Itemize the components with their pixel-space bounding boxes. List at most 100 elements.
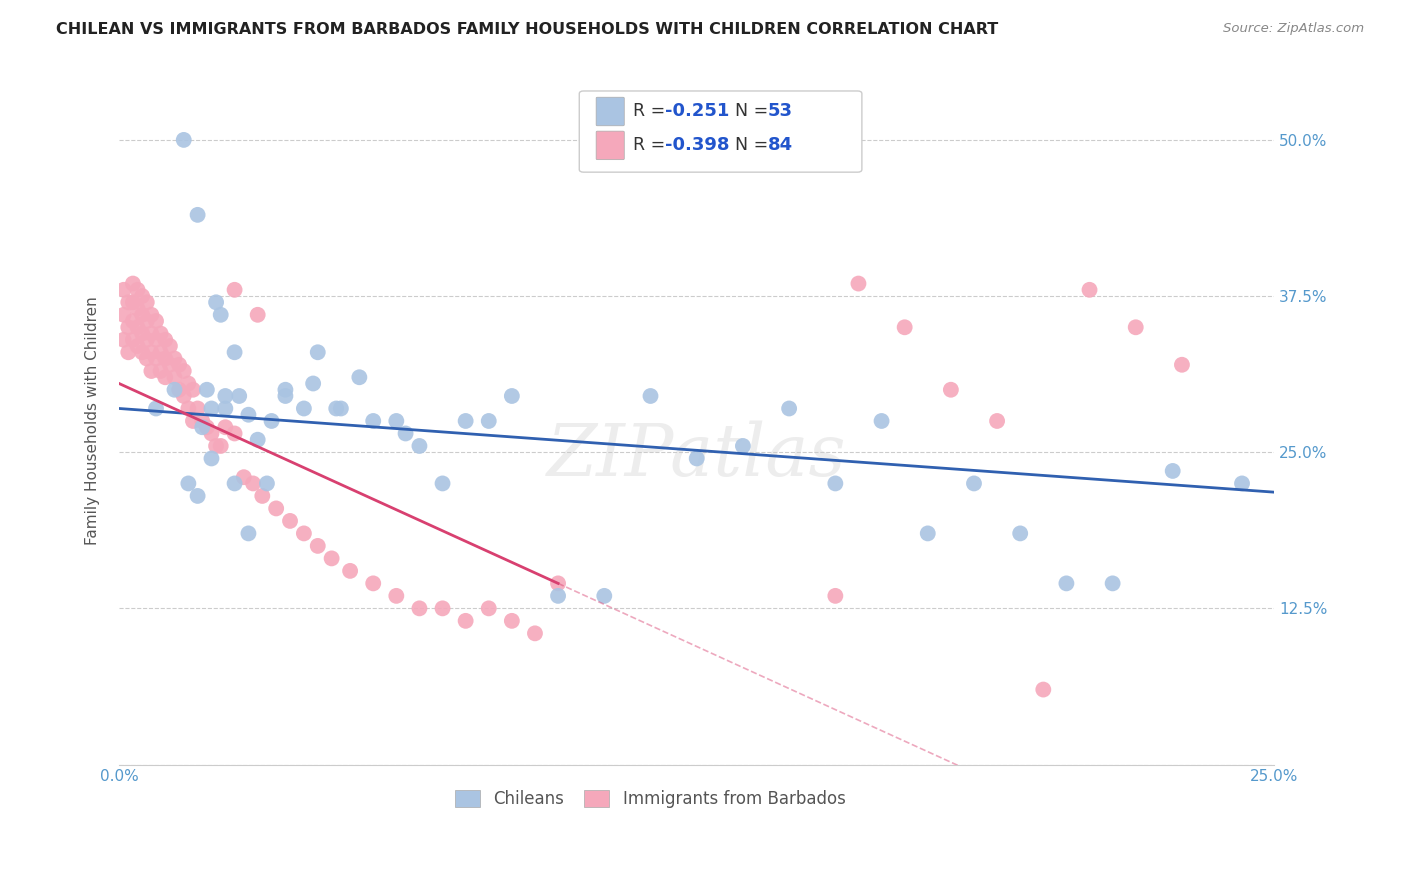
Point — [870, 414, 893, 428]
Point — [177, 376, 200, 391]
Point — [131, 345, 153, 359]
Point — [187, 489, 209, 503]
Point — [260, 414, 283, 428]
Text: CHILEAN VS IMMIGRANTS FROM BARBADOS FAMILY HOUSEHOLDS WITH CHILDREN CORRELATION : CHILEAN VS IMMIGRANTS FROM BARBADOS FAMI… — [56, 22, 998, 37]
Point — [117, 295, 139, 310]
Point — [177, 401, 200, 416]
Point — [224, 426, 246, 441]
Point — [112, 308, 135, 322]
Text: Source: ZipAtlas.com: Source: ZipAtlas.com — [1223, 22, 1364, 36]
Point — [246, 433, 269, 447]
Point — [205, 439, 228, 453]
Point — [686, 451, 709, 466]
Point — [163, 370, 186, 384]
Point — [408, 439, 430, 453]
Point — [141, 364, 163, 378]
Point — [187, 401, 209, 416]
Point — [361, 414, 384, 428]
Point — [547, 576, 569, 591]
Point — [329, 401, 352, 416]
Point — [256, 476, 278, 491]
Point — [224, 476, 246, 491]
Point — [131, 289, 153, 303]
Point — [145, 333, 167, 347]
Point — [200, 401, 222, 416]
Point — [454, 614, 477, 628]
Point — [159, 339, 181, 353]
Point — [325, 401, 347, 416]
Point — [214, 420, 236, 434]
Point — [117, 345, 139, 359]
Point — [135, 333, 157, 347]
Point — [278, 514, 301, 528]
Point — [917, 526, 939, 541]
Point — [339, 564, 361, 578]
Point — [274, 389, 297, 403]
Point — [640, 389, 662, 403]
Point — [246, 308, 269, 322]
Point — [432, 476, 454, 491]
Point — [1171, 358, 1194, 372]
Point — [302, 376, 325, 391]
Point — [394, 426, 416, 441]
Point — [252, 489, 274, 503]
Point — [1101, 576, 1123, 591]
Text: ZIPatlas: ZIPatlas — [547, 420, 846, 491]
Point — [141, 308, 163, 322]
Point — [893, 320, 915, 334]
Text: N =: N = — [735, 136, 775, 154]
Point — [155, 351, 177, 366]
Point — [478, 414, 501, 428]
Point — [122, 295, 145, 310]
Point — [209, 439, 232, 453]
Point — [145, 401, 167, 416]
Point — [163, 383, 186, 397]
Point — [131, 326, 153, 341]
Point — [238, 408, 260, 422]
Text: 53: 53 — [768, 103, 793, 120]
Point — [173, 389, 195, 403]
Point — [149, 364, 172, 378]
Point — [145, 351, 167, 366]
Text: N =: N = — [735, 103, 775, 120]
Point — [778, 401, 800, 416]
Point — [135, 314, 157, 328]
Point — [361, 576, 384, 591]
Point — [523, 626, 546, 640]
Point — [122, 277, 145, 291]
Point — [307, 539, 329, 553]
Point — [1054, 576, 1077, 591]
Point — [385, 414, 408, 428]
Point — [173, 364, 195, 378]
Point — [432, 601, 454, 615]
Point — [307, 345, 329, 359]
Point — [214, 389, 236, 403]
Point — [127, 301, 149, 316]
Point — [478, 601, 501, 615]
Point — [1125, 320, 1147, 334]
Point — [135, 351, 157, 366]
Point — [1010, 526, 1032, 541]
Point — [232, 470, 254, 484]
Text: R =: R = — [633, 103, 671, 120]
Point — [127, 339, 149, 353]
Point — [1161, 464, 1184, 478]
Point — [824, 476, 846, 491]
Text: -0.398: -0.398 — [665, 136, 730, 154]
Point — [112, 283, 135, 297]
Point — [167, 358, 190, 372]
Point — [127, 283, 149, 297]
Point — [209, 308, 232, 322]
Point — [155, 333, 177, 347]
Point — [264, 501, 287, 516]
Point — [135, 295, 157, 310]
Point — [224, 345, 246, 359]
Point — [1078, 283, 1101, 297]
Point — [141, 326, 163, 341]
Point — [155, 370, 177, 384]
Point — [1230, 476, 1253, 491]
Point — [939, 383, 962, 397]
Point — [274, 383, 297, 397]
Point — [149, 345, 172, 359]
Point — [238, 526, 260, 541]
